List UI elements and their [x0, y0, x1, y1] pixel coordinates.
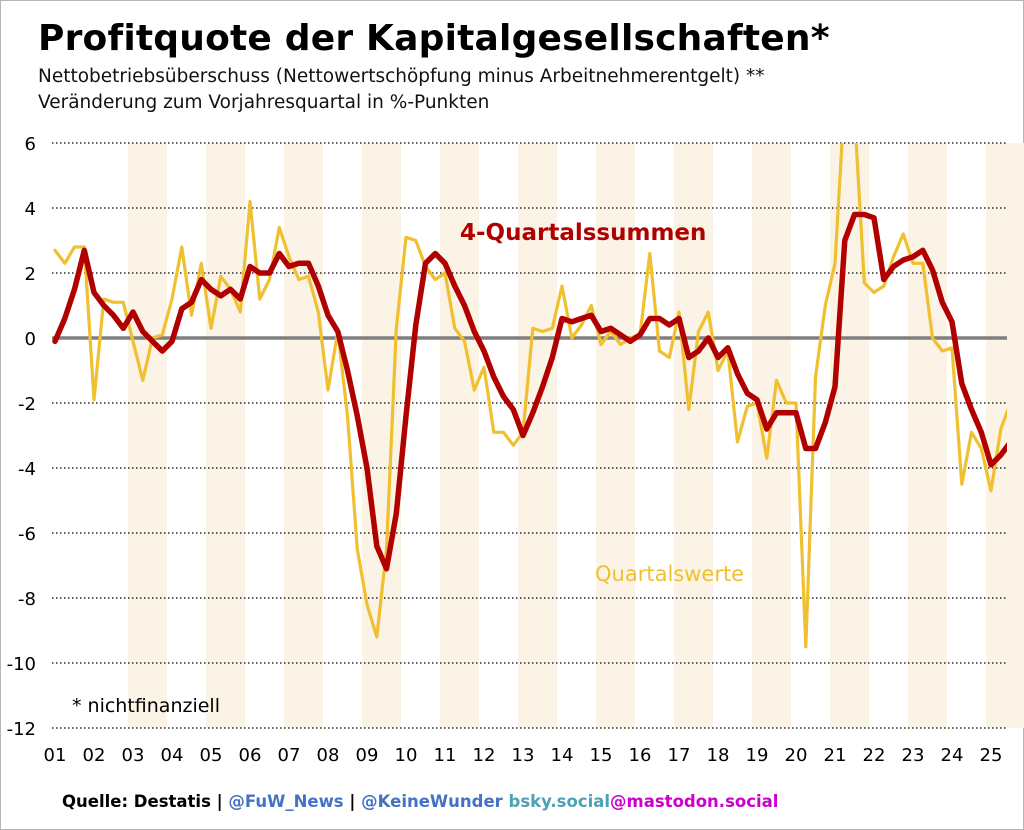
- year-bands: [128, 143, 1024, 728]
- year-band: [596, 143, 635, 728]
- x-tick-label: 01: [44, 745, 67, 766]
- x-tick-label: 12: [473, 745, 496, 766]
- grid-lines: [52, 142, 1007, 729]
- x-tick-label: 25: [980, 745, 1003, 766]
- year-band: [752, 143, 791, 728]
- x-tick-label: 07: [278, 745, 301, 766]
- handle-bsky-suffix[interactable]: bsky.social: [502, 792, 611, 811]
- x-tick-label: 23: [902, 745, 925, 766]
- footnote: * nichtfinanziell: [72, 695, 220, 717]
- x-tick-label: 15: [590, 745, 613, 766]
- year-band: [128, 143, 167, 728]
- chart-subtitle-measure: Nettobetriebsüberschuss (Nettowertschöpf…: [38, 66, 765, 87]
- y-tick-label: -8: [18, 589, 36, 610]
- y-tick-label: 2: [25, 264, 36, 285]
- x-tick-label: 05: [200, 745, 223, 766]
- series-lines: [52, 143, 1007, 649]
- y-tick-label: 0: [25, 329, 36, 350]
- x-tick-label: 16: [629, 745, 652, 766]
- x-tick-label: 19: [746, 745, 769, 766]
- chart-title: Profitquote der Kapitalgesellschaften*: [38, 18, 830, 59]
- x-tick-label: 09: [356, 745, 379, 766]
- handle-mastodon[interactable]: @mastodon.social: [610, 792, 779, 811]
- source-footer: Quelle: Destatis | @FuW_News | @KeineWun…: [62, 792, 778, 811]
- y-tick-label: 6: [25, 134, 36, 155]
- x-tick-label: 24: [941, 745, 964, 766]
- handle-fuw-news[interactable]: @FuW_News: [228, 792, 344, 811]
- year-band: [284, 143, 323, 728]
- x-tick-label: 17: [668, 745, 691, 766]
- year-band: [206, 143, 245, 728]
- x-tick-label: 11: [434, 745, 457, 766]
- x-tick-label: 13: [512, 745, 535, 766]
- year-band: [908, 143, 947, 728]
- source-text: Quelle: Destatis: [62, 792, 211, 811]
- x-tick-label: 10: [395, 745, 418, 766]
- x-tick-label: 06: [239, 745, 262, 766]
- x-tick-label: 21: [824, 745, 847, 766]
- year-band: [674, 143, 713, 728]
- x-axis-tick-labels: 01 02 03 04 05 06 07 08 09 10 11 12 13 14 15 16 17 18 19 20…: [44, 745, 1003, 766]
- x-tick-label: 02: [83, 745, 106, 766]
- x-tick-label: 20: [785, 745, 808, 766]
- y-tick-label: -10: [7, 654, 36, 675]
- x-tick-label: 04: [161, 745, 184, 766]
- y-tick-label: 4: [25, 199, 36, 220]
- y-tick-label: -2: [18, 394, 36, 415]
- x-tick-label: 18: [707, 745, 730, 766]
- x-tick-label: 08: [317, 745, 340, 766]
- series-line-quarterly: [53, 143, 1007, 649]
- series-line-rolling: [52, 211, 1007, 572]
- x-tick-label: 14: [551, 745, 574, 766]
- handle-keinewunder[interactable]: @KeineWunder: [361, 792, 503, 811]
- footer-separator: |: [210, 792, 229, 811]
- series-label-quarterly: Quartalswerte: [595, 562, 744, 586]
- x-tick-label: 22: [863, 745, 886, 766]
- x-tick-label: 03: [122, 745, 145, 766]
- y-axis-tick-labels: 6 4 2 0 -2 -4 -6 -8 -10 -12: [7, 134, 36, 740]
- year-band: [440, 143, 479, 728]
- y-tick-label: -6: [18, 524, 36, 545]
- year-band: [986, 143, 1024, 728]
- y-tick-label: -12: [7, 719, 36, 740]
- year-band: [362, 143, 401, 728]
- footer-separator: |: [343, 792, 362, 811]
- series-label-rolling: 4-Quartalssummen: [460, 220, 706, 246]
- y-tick-label: -4: [18, 459, 36, 480]
- chart-subtitle-unit: Veränderung zum Vorjahresquartal in %-Pu…: [38, 92, 490, 113]
